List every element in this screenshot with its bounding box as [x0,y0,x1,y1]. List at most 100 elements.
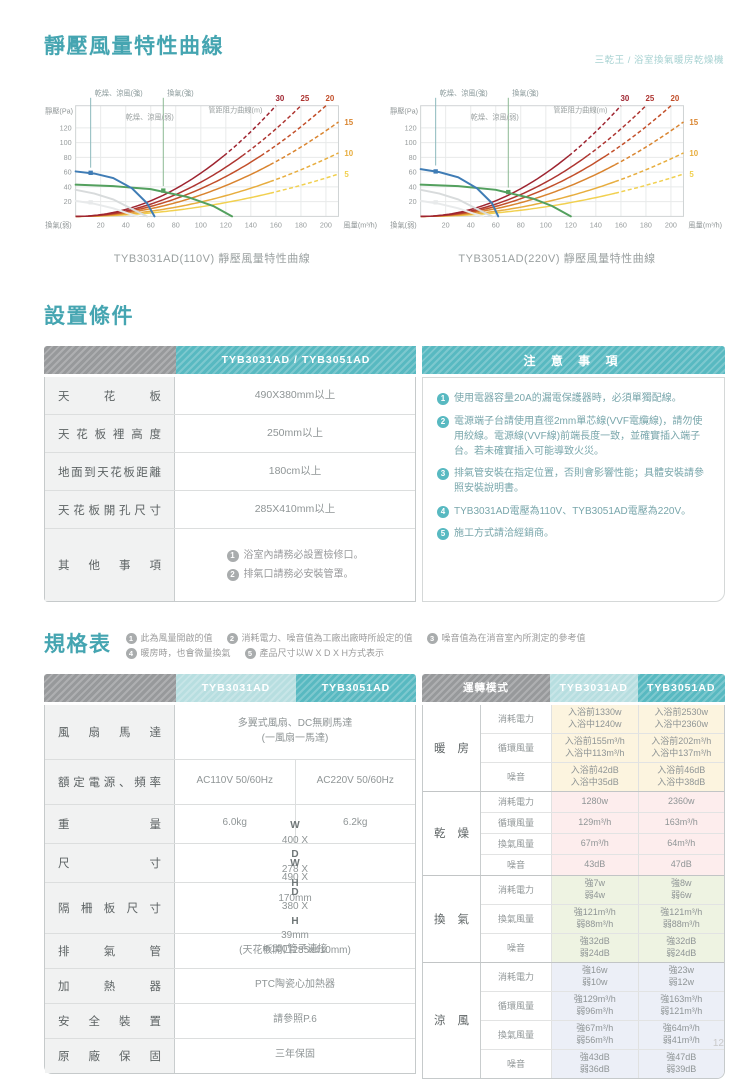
mode-row-label: 消耗電力 [481,962,552,991]
spec-row: 尺 寸 W 400 X D 278 X H 170mm [45,820,415,904]
spec-row-label-text: 風 扇 馬 達 [58,726,161,739]
setup-row-label-text: 其 他 事 項 [58,560,161,572]
mode-row-value-model1: 強7w 弱4w [552,875,639,904]
spec-row-value-model2: 6.2kg [343,817,368,829]
spec-note-text: 產品尺寸以W X D X H方式表示 [259,648,385,659]
notice-number-icon: 4 [437,505,449,518]
mode-row-value-model1: 入浴前1330w 入浴中1240w [552,704,639,733]
other-item: 2 排氣口請務必安裝管罩。 [226,567,364,582]
spec-row: 安 全 裝 置 請參照P.6 [45,1002,415,1038]
spec-row-label-text: 隔 柵 板 尺 寸 [58,902,161,915]
spec-row-value: Φ100管子連接 [262,944,328,956]
svg-text:乾燥、涼風(強): 乾燥、涼風(強) [440,88,488,97]
notice-number-icon: 3 [437,468,449,480]
mode-row-value-model1: 強32dB 弱24dB [552,933,639,962]
mode-label-text: 暖 房 [434,742,469,755]
svg-text:180: 180 [295,220,307,229]
setup-row-value: 180cm以上 [268,465,322,478]
mode-group: 換 氣消耗電力 強7w 弱4w 強8w 弱6w 換氣風量 強121m³/h 弱88m³/h 強1… [423,874,724,962]
setup-row-label: 天 花 板 裡 高 度 [45,415,175,452]
notice-item-text: 施工方式請洽經銷商。 [454,528,554,539]
svg-text:30: 30 [620,94,629,103]
mode-row: 噪音 入浴前42dB 入浴中35dB 入浴前46dB 入浴中38dB [481,761,724,791]
mode-row: 循環風量 強129m³/h 弱96m³/h 強163m³/h 弱121m³/h [481,990,724,1020]
spec-row-label: 尺 寸 [45,843,175,882]
notice-item-text: 電源端子台請使用直徑2mm單芯線(VVF電纜線)，請勿使用絞線。電源線(VVF線… [454,415,703,457]
other-item-text: 浴室內請務必設置檢修口。 [243,550,364,561]
mode-row-label: 循環風量 [481,733,552,762]
svg-text:160: 160 [270,220,282,229]
spec-row-value: 多翼式風扇、DC無刷馬達 (一風扇一馬達) [237,718,353,744]
notice-item: 2 電源端子台請使用直徑2mm單芯線(VVF電纜線)，請勿使用絞線。電源線(VVF… [437,414,712,459]
svg-text:180: 180 [640,220,652,229]
svg-text:40: 40 [122,220,130,229]
mode-row: 循環風量 入浴前155m³/h 入浴中113m³/h 入浴前202m³/h 入浴中137… [481,732,724,762]
spec-row-value: 三年保固 [275,1049,315,1061]
spec-modes-body: 暖 房消耗電力 入浴前1330w 入浴中1240w 入浴前2530w 入浴中2360w 循… [422,704,725,1079]
notice-item-text: 使用電器容量20A的漏電保護器時，必須單獨配線。 [454,393,682,404]
mode-row-label: 噪音 [481,933,552,962]
svg-text:換氣(弱): 換氣(弱) [45,220,71,229]
setup-row: 地面到天花板距離 180cm以上 [45,452,415,490]
spec-row: 原 廠 保 固 三年保固 [45,1037,415,1073]
notice-item: 3 排氣管安裝在指定位置，否則會影響性能；具體安裝請參照安裝說明書。 [437,466,712,496]
spec-note: 3 噪音值為在消音室內所測定的參考值 [426,631,586,646]
setup-header-blank [44,346,176,374]
chart-caption-tyb3051ad: TYB3051AD(220V) 靜壓風量特性曲線 [458,253,656,265]
other-item-text: 排氣口請務必安裝管罩。 [243,569,354,580]
svg-text:80: 80 [172,220,180,229]
spec-tables: TYB3031AD TYB3051AD 風 扇 馬 達 多翼式風扇、DC無刷馬達(… [44,673,725,1079]
spec-row-label-text: 原 廠 保 固 [58,1050,161,1063]
note-number-icon: 5 [244,648,256,660]
mode-group-rows: 消耗電力 入浴前1330w 入浴中1240w 入浴前2530w 入浴中2360w 循環風量… [481,704,724,791]
mode-label: 暖 房 [423,704,481,791]
setup-section-title: 設置條件 [44,305,134,328]
svg-text:100: 100 [540,220,552,229]
spec-row: 重 量 6.0kg 6.2kg [45,803,415,843]
spec-row-label: 隔 柵 板 尺 寸 [45,882,175,933]
setup-row-label: 天 花 板 [45,377,175,414]
spec-note: 2 消耗電力、噪音值為工廠出廠時所設定的值 [226,631,413,646]
mode-row: 噪音 強43dB 弱36dB 強47dB 弱39dB [481,1048,724,1078]
spec-row-label: 安 全 裝 置 [45,1003,175,1038]
svg-text:120: 120 [405,123,417,132]
svg-text:乾燥、涼風(弱): 乾燥、涼風(弱) [471,113,519,122]
svg-text:20: 20 [97,220,105,229]
mode-group-rows: 消耗電力 強16w 弱10w 強23w 弱12w 循環風量 強129m³/h 弱96m³/h 強… [481,962,724,1078]
setup-row: 天 花 板 開 孔 尺 寸 285X410mm以上 [45,490,415,528]
mode-row: 換氣風量 67m³/h 64m³/h [481,832,724,854]
pressure-flow-chart-tyb3051ad: 20 40 60 80 100 120 140 160 180 200 20 40 60 80 100 120… [389,82,725,248]
spec-row: 額定電源、頻率 AC110V 50/60Hz AC220V 50/60Hz [45,758,415,804]
svg-text:40: 40 [64,182,72,191]
spec-row-label-text: 重 量 [58,818,161,831]
setup-row-value: 285X410mm以上 [254,503,336,516]
mode-row: 換氣風量 強67m³/h 弱56m³/h 強64m³/h 弱41m³/h [481,1019,724,1049]
setup-row-label: 天 花 板 開 孔 尺 寸 [45,491,175,528]
spec-row-label: 原 廠 保 固 [45,1038,175,1073]
mode-label: 乾 燥 [423,791,481,875]
setup-row-value: 1 浴室內請務必設置檢修口。 2 排氣口請務必安裝管罩。 [175,529,415,601]
mode-row-label: 消耗電力 [481,704,552,733]
mode-label: 換 氣 [423,875,481,962]
svg-text:5: 5 [689,170,694,179]
mode-row-value-model2: 強64m³/h 弱41m³/h [638,1020,724,1049]
svg-text:換氣(強): 換氣(強) [167,88,193,97]
spec-row-value: PTC陶瓷心加熱器 [255,979,335,991]
svg-text:140: 140 [590,220,602,229]
mode-row-value-model1: 129m³/h [552,812,639,833]
mode-group-rows: 消耗電力 1280w 2360w 循環風量 129m³/h 163m³/h 換氣風量 67m³… [481,791,724,875]
mode-row: 消耗電力 強16w 弱10w 強23w 弱12w [481,962,724,991]
mode-row-label: 消耗電力 [481,791,552,812]
svg-text:120: 120 [60,123,72,132]
mode-row-value-model1: 入浴前42dB 入浴中35dB [552,762,639,791]
mode-row-label: 消耗電力 [481,875,552,904]
setup-row: 其 他 事 項 1 浴室內請務必設置檢修口。 2 排氣口請務必安裝管罩。 [45,528,415,601]
setup-table-header: TYB3031AD / TYB3051AD [44,346,416,374]
mode-row-label: 噪音 [481,1049,552,1078]
svg-text:140: 140 [245,220,257,229]
svg-text:乾燥、涼風(強): 乾燥、涼風(強) [95,88,143,97]
notice-list: 1 使用電器容量20A的漏電保護器時，必須單獨配線。 2 電源端子台請使用直徑2mm單… [422,377,725,602]
mode-group: 涼 風消耗電力 強16w 弱10w 強23w 弱12w 循環風量 強129m³/h 弱96m³… [423,961,724,1078]
spec-table-general: TYB3031AD TYB3051AD 風 扇 馬 達 多翼式風扇、DC無刷馬達(… [44,673,416,1079]
